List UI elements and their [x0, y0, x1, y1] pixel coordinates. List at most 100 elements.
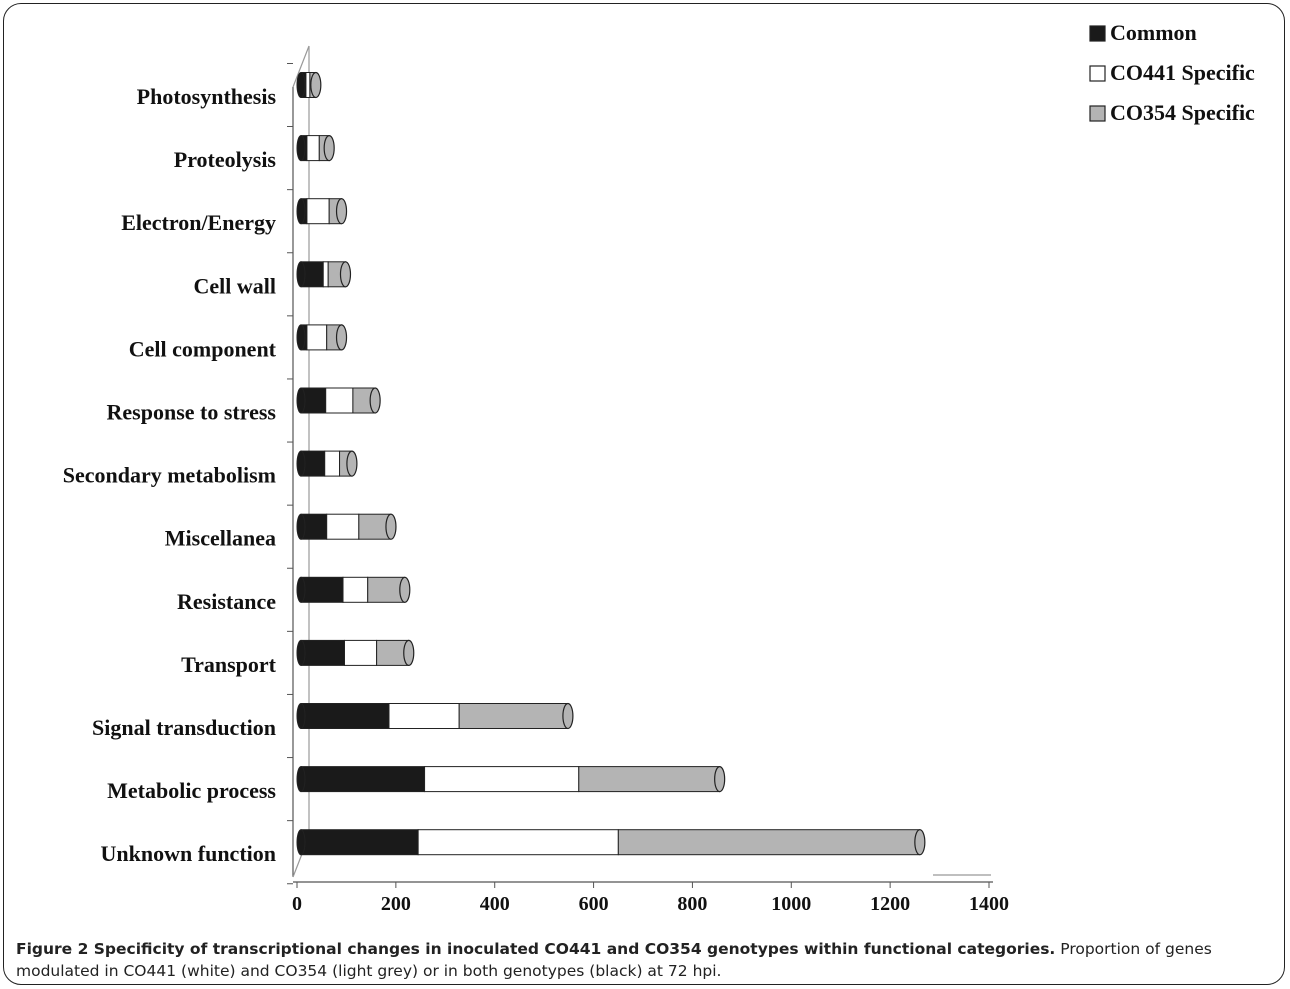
bar-co441-specific-cell-wall — [322, 261, 329, 288]
bar-co441-specific-response-to-stress — [325, 387, 354, 414]
legend: Common CO441 Specific CO354 Specific — [1089, 20, 1255, 125]
bar-co441-specific-signal-transduction — [388, 703, 460, 729]
bar-co441-specific-proteolysis — [306, 135, 320, 162]
bar-end-cap — [403, 639, 415, 667]
bar-start-cap — [296, 261, 306, 288]
bar-start-cap — [296, 450, 306, 477]
stacked-bar-chart: Photosynthesis Proteolysis Electron/Energy… — [63, 20, 1255, 915]
legend-label-co441-specific: CO441 Specific — [1110, 60, 1255, 85]
bar-group-electron-energy — [296, 198, 348, 225]
bar-start-cap — [296, 72, 306, 98]
bar-group-metabolic-process — [296, 765, 726, 793]
legend-label-common: Common — [1110, 20, 1197, 45]
category-label-signal-transduction: Signal transduction — [92, 715, 276, 740]
bar-end-cap — [385, 513, 397, 540]
bar-end-cap — [562, 702, 574, 730]
bar-group-resistance — [296, 576, 411, 603]
legend-swatch-co354-specific — [1089, 105, 1106, 122]
bar-start-cap — [296, 576, 306, 603]
x-tick-label-400: 400 — [480, 893, 510, 915]
x-axis-ticks: 0 200 400 600 800 1000 1200 1400 — [292, 882, 1009, 915]
bar-common-transport — [300, 639, 345, 666]
caption-text: Proportion of genes modulated in CO441 (… — [16, 940, 1212, 980]
bar-co441-specific-unknown-function — [417, 829, 619, 856]
x-tick-label-0: 0 — [292, 893, 302, 915]
bar-start-cap — [296, 135, 306, 162]
category-label-secondary-metabolism: Secondary metabolism — [63, 463, 276, 488]
category-label-electron-energy: Electron/Energy — [121, 210, 276, 235]
bar-end-cap — [339, 261, 352, 288]
bar-common-signal-transduction — [300, 703, 390, 729]
figure-frame: Photosynthesis Proteolysis Electron/Energy… — [3, 3, 1285, 985]
legend-swatch-common — [1089, 25, 1106, 42]
bar-co441-specific-cell-component — [306, 324, 328, 351]
x-tick-label-1000: 1000 — [771, 893, 811, 915]
bar-group-secondary-metabolism — [296, 450, 358, 477]
category-label-photosynthesis: Photosynthesis — [137, 84, 277, 109]
bar-end-cap — [914, 829, 926, 856]
x-tick-label-200: 200 — [381, 893, 411, 915]
bar-co441-specific-metabolic-process — [424, 766, 580, 793]
category-label-miscellanea: Miscellanea — [165, 526, 276, 551]
category-label-proteolysis: Proteolysis — [174, 147, 277, 172]
axes — [287, 45, 993, 885]
bar-co354-specific-metabolic-process — [578, 766, 721, 793]
caption-title: Figure 2 Specificity of transcriptional … — [16, 940, 1056, 958]
bar-group-transport — [296, 639, 415, 667]
x-tick-label-800: 800 — [677, 893, 707, 915]
bar-common-resistance — [300, 576, 344, 603]
bar-end-cap — [335, 324, 348, 351]
bar-start-cap — [296, 703, 306, 729]
bar-co441-specific-electron-energy — [306, 198, 330, 225]
x-tick-label-600: 600 — [579, 893, 609, 915]
bar-start-cap — [296, 766, 306, 793]
bar-co354-specific-unknown-function — [617, 829, 921, 856]
x-tick-label-1200: 1200 — [870, 893, 910, 915]
bar-group-cell-component — [296, 324, 348, 351]
category-label-cell-wall: Cell wall — [194, 273, 277, 298]
bar-group-proteolysis — [296, 135, 335, 162]
bar-start-cap — [296, 324, 306, 351]
category-label-metabolic-process: Metabolic process — [107, 778, 276, 803]
category-label-transport: Transport — [181, 652, 277, 677]
bar-end-cap — [399, 576, 411, 603]
bar-group-miscellanea — [296, 513, 397, 540]
category-label-unknown-function: Unknown function — [101, 841, 276, 866]
bar-end-cap — [335, 198, 348, 225]
category-label-response-to-stress: Response to stress — [107, 400, 277, 425]
bar-common-miscellanea — [300, 513, 328, 540]
x-tick-label-1400: 1400 — [969, 893, 1009, 915]
legend-swatch-co441-specific — [1089, 65, 1106, 82]
bar-end-cap — [323, 135, 335, 162]
bar-common-unknown-function — [300, 829, 419, 856]
bar-co441-specific-resistance — [342, 576, 369, 603]
figure-caption: Figure 2 Specificity of transcriptional … — [16, 938, 1278, 982]
bars — [296, 71, 926, 856]
bar-start-cap — [296, 829, 306, 856]
bar-co441-specific-secondary-metabolism — [324, 450, 341, 477]
bar-co441-specific-photosynthesis — [305, 72, 311, 98]
y-axis-top-edge — [292, 45, 310, 88]
category-label-resistance: Resistance — [177, 589, 276, 614]
bar-group-unknown-function — [296, 829, 926, 856]
bar-end-cap — [369, 387, 381, 414]
bar-group-signal-transduction — [296, 702, 574, 730]
bar-co441-specific-miscellanea — [326, 513, 360, 540]
bar-co354-specific-resistance — [367, 576, 406, 603]
bar-end-cap — [714, 765, 726, 793]
bar-end-cap — [346, 450, 358, 477]
bar-co441-specific-transport — [343, 639, 378, 666]
bar-start-cap — [296, 198, 306, 225]
category-label-cell-component: Cell component — [129, 336, 277, 361]
legend-label-co354-specific: CO354 Specific — [1110, 100, 1255, 125]
bar-start-cap — [296, 387, 306, 414]
bar-group-cell-wall — [296, 261, 352, 288]
bar-co354-specific-signal-transduction — [458, 703, 569, 729]
bar-common-metabolic-process — [300, 766, 426, 793]
bar-group-response-to-stress — [296, 387, 381, 414]
bar-start-cap — [296, 513, 306, 540]
category-labels: Photosynthesis Proteolysis Electron/Energy… — [63, 84, 277, 866]
bar-end-cap — [310, 71, 322, 99]
bar-start-cap — [296, 639, 306, 666]
bar-group-photosynthesis — [296, 71, 322, 99]
